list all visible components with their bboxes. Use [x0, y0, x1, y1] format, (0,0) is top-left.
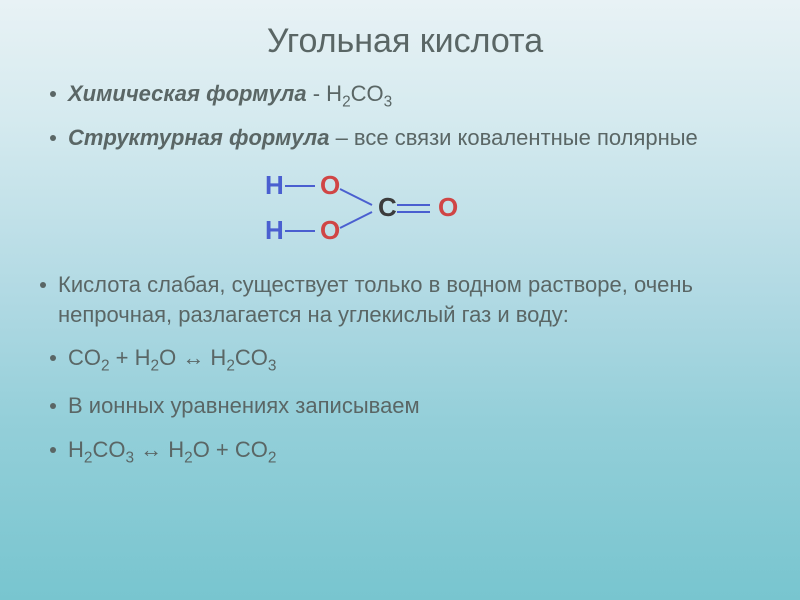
bullet-description: Кислота слабая, существует только в водн…: [40, 270, 760, 329]
atom-o: O: [320, 170, 340, 200]
p1: 2: [101, 358, 110, 375]
slide: Угольная кислота Химическая формула - H2…: [0, 0, 800, 501]
bullet-chemical-formula: Химическая формула - H2CO3: [50, 79, 760, 113]
dash: -: [307, 81, 327, 106]
label-chem-formula: Химическая формула: [68, 81, 307, 106]
bullet-dot: [50, 91, 56, 97]
p2: + H: [110, 345, 151, 370]
q4: ↔ H: [134, 437, 184, 462]
p6: CO: [235, 345, 268, 370]
fp2: CO: [351, 81, 384, 106]
rest-text: – все связи ковалентные полярные: [329, 125, 697, 150]
q0: H: [68, 437, 84, 462]
bullet-dot: [50, 355, 56, 361]
bullet-text: Химическая формула - H2CO3: [68, 79, 392, 113]
atom-h: H: [265, 215, 284, 245]
bullet-equation-1: CO2 + H2O ↔ H2CO3: [50, 343, 760, 377]
slide-title: Угольная кислота: [50, 22, 760, 61]
atom-o: O: [438, 192, 458, 222]
p5: 2: [226, 358, 235, 375]
structural-formula-diagram: H O H O C O: [260, 169, 760, 254]
bullet-dot: [40, 282, 46, 288]
p3: 2: [151, 358, 160, 375]
bullet-text: H2CO3 ↔ H2O + CO2: [68, 435, 276, 469]
q7: 2: [268, 450, 277, 467]
fp3: 3: [384, 93, 393, 110]
bullet-ionic-note: В ионных уравнениях записываем: [50, 391, 760, 421]
bond: [340, 212, 372, 228]
bullet-text: В ионных уравнениях записываем: [68, 391, 420, 421]
bullet-dot: [50, 135, 56, 141]
bullet-text: Структурная формула – все связи ковалент…: [68, 123, 698, 153]
q5: 2: [184, 450, 193, 467]
atom-h: H: [265, 170, 284, 200]
bullet-structural-formula: Структурная формула – все связи ковалент…: [50, 123, 760, 153]
p0: CO: [68, 345, 101, 370]
bullet-equation-2: H2CO3 ↔ H2O + CO2: [50, 435, 760, 469]
bullet-dot: [50, 403, 56, 409]
atom-o: O: [320, 215, 340, 245]
fp0: H: [326, 81, 342, 106]
bullet-text: Кислота слабая, существует только в водн…: [58, 270, 760, 329]
fp1: 2: [342, 93, 351, 110]
structure-svg: H O H O C O: [260, 169, 480, 249]
bond: [340, 189, 372, 205]
bullet-text: CO2 + H2O ↔ H2CO3: [68, 343, 276, 377]
label-struct-formula: Структурная формула: [68, 125, 329, 150]
p4: O ↔ H: [159, 345, 226, 370]
q3: 3: [125, 450, 134, 467]
atom-c: C: [378, 192, 397, 222]
p7: 3: [268, 358, 277, 375]
bullet-dot: [50, 447, 56, 453]
q2: CO: [92, 437, 125, 462]
q6: O + CO: [193, 437, 268, 462]
